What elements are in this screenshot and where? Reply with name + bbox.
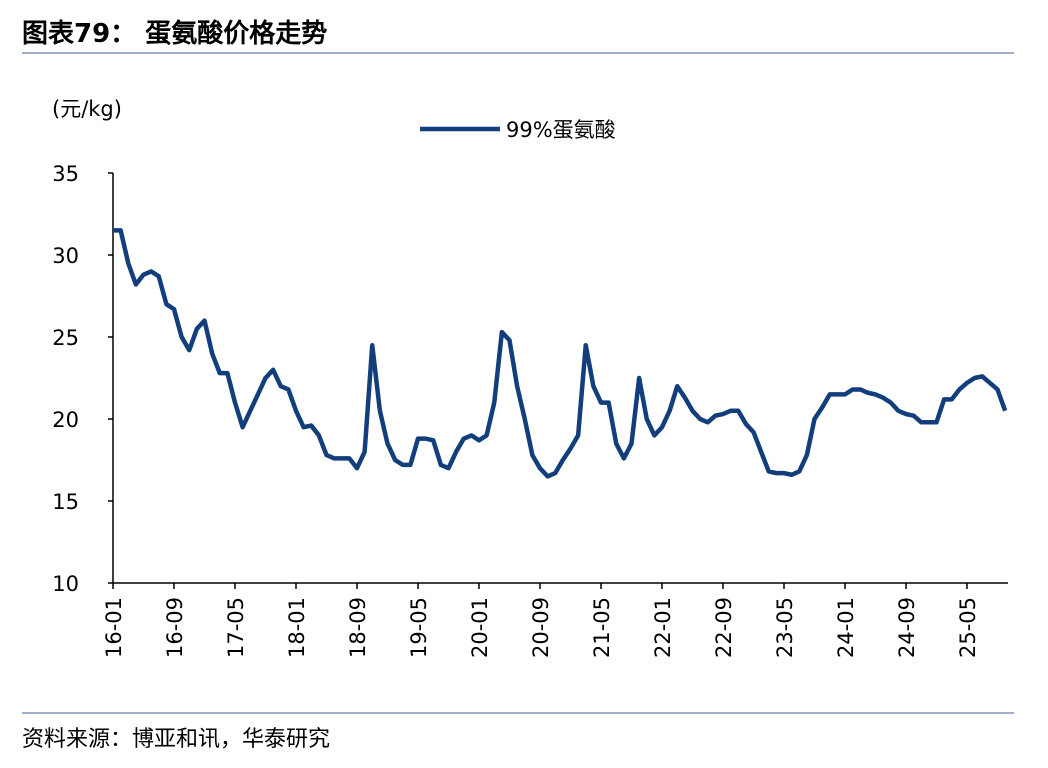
x-tick-label: 24-01	[834, 597, 858, 658]
x-tick-label: 24-09	[895, 597, 919, 658]
y-tick-label: 20	[52, 408, 79, 432]
y-tick-label: 10	[52, 572, 79, 596]
series-line	[113, 228, 1008, 479]
y-tick-label: 35	[52, 162, 79, 186]
chart-title: 图表79： 蛋氨酸价格走势	[22, 18, 327, 49]
x-tick-label: 19-05	[407, 597, 431, 658]
x-tick-label: 22-01	[651, 597, 675, 658]
y-tick-label: 30	[52, 244, 79, 268]
x-tick-label: 17-05	[224, 597, 248, 658]
legend-label: 99%蛋氨酸	[506, 118, 616, 142]
source-note: 资料来源：博亚和讯，华泰研究	[22, 727, 330, 752]
x-tick-label: 20-01	[468, 597, 492, 658]
x-tick-label: 16-09	[163, 597, 187, 658]
x-tick-label: 22-09	[712, 597, 736, 658]
x-tick-label: 23-05	[773, 597, 797, 658]
y-axis-label: (元/kg)	[52, 97, 122, 121]
x-tick-label: 18-09	[346, 597, 370, 658]
x-tick-label: 18-01	[285, 597, 309, 658]
x-tick-label: 16-01	[102, 597, 126, 658]
x-tick-label: 21-05	[590, 597, 614, 658]
y-tick-label: 15	[52, 490, 79, 514]
x-tick-label: 25-05	[956, 597, 980, 658]
y-tick-label: 25	[52, 326, 79, 350]
x-tick-label: 20-09	[529, 597, 553, 658]
